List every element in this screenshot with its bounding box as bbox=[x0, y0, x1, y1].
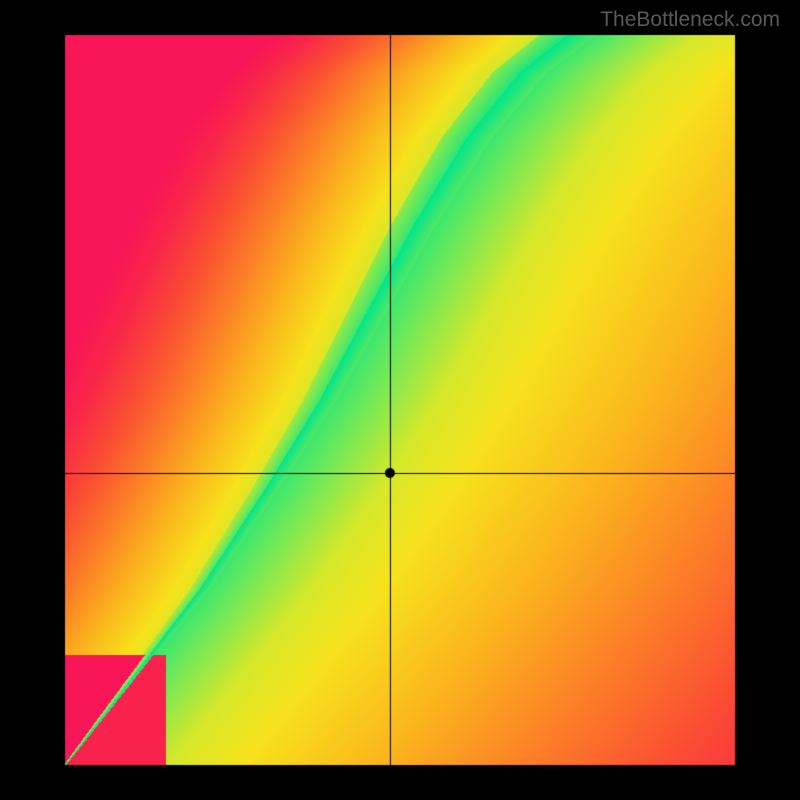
watermark-text: TheBottleneck.com bbox=[600, 8, 780, 32]
chart-container: TheBottleneck.com bbox=[0, 0, 800, 800]
heatmap-canvas bbox=[0, 0, 800, 800]
